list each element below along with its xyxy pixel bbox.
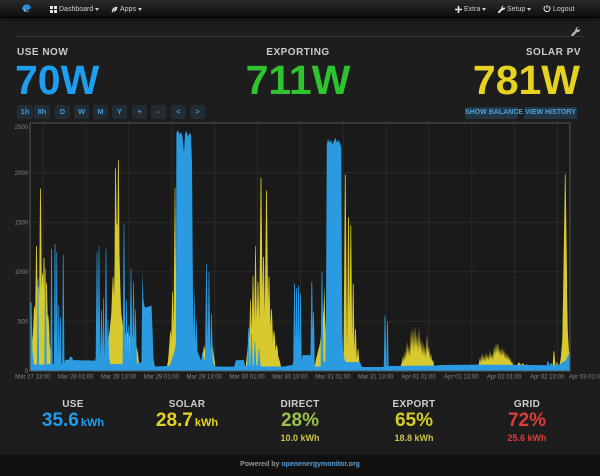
svg-text:Mar 27 13:00: Mar 27 13:00 [15,375,51,381]
svg-text:Mar 30 01:00: Mar 30 01:00 [229,375,265,381]
svg-text:1500: 1500 [15,220,29,226]
svg-text:Apr 01 01:00: Apr 01 01:00 [401,375,436,381]
svg-text:Mar 31 01:00: Mar 31 01:00 [315,375,351,381]
svg-text:1000: 1000 [15,270,29,276]
svg-text:2500: 2500 [15,125,29,131]
svg-text:Mar 28 01:00: Mar 28 01:00 [58,375,94,381]
svg-text:Mar 29 13:00: Mar 29 13:00 [187,375,223,381]
svg-text:Apr 02 13:00: Apr 02 13:00 [530,375,565,381]
svg-text:2000: 2000 [15,171,29,177]
svg-text:Mar 30 13:00: Mar 30 13:00 [272,375,308,381]
svg-text:Apr 02 01:00: Apr 02 01:00 [487,375,522,381]
svg-text:0: 0 [25,369,29,375]
svg-text:Apr 01 13:00: Apr 01 13:00 [444,375,479,381]
svg-text:Mar 29 01:00: Mar 29 01:00 [144,375,180,381]
svg-text:Apr 03 01:00: Apr 03 01:00 [569,375,600,381]
svg-text:Mar 31 13:00: Mar 31 13:00 [358,375,394,381]
svg-text:500: 500 [18,320,29,326]
svg-text:Mar 28 13:00: Mar 28 13:00 [101,375,137,381]
